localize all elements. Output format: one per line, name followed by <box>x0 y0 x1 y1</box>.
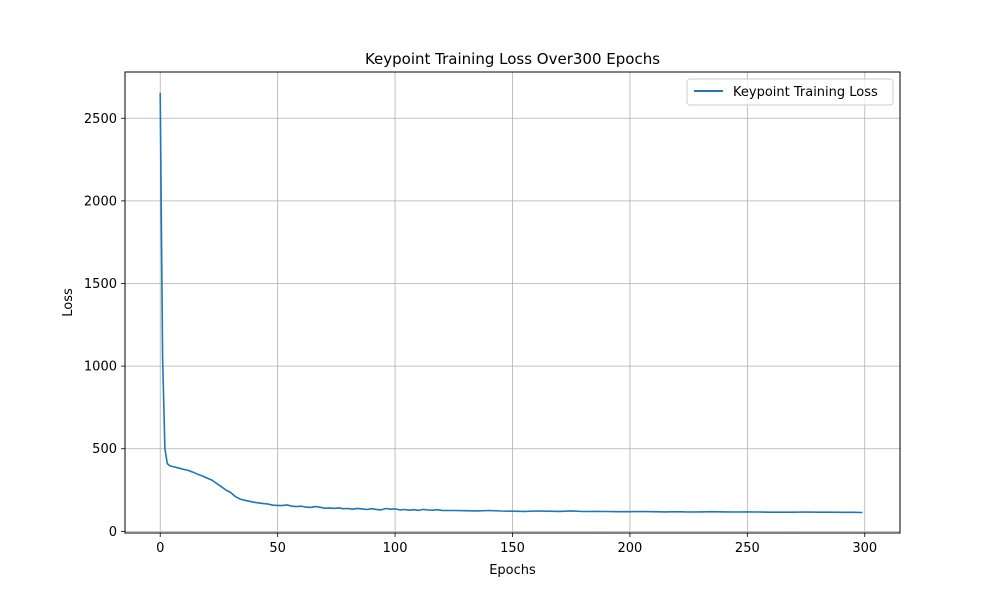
legend-box <box>686 78 894 106</box>
x-tick-label: 100 <box>383 541 408 556</box>
x-tick-label: 300 <box>852 541 877 556</box>
x-tick-label: 0 <box>156 541 164 556</box>
y-tick-label: 0 <box>109 525 117 540</box>
plot-data <box>159 92 863 514</box>
y-tick-label: 500 <box>92 442 117 457</box>
axis-ticks: 0 50 100 150 200 250 300 0 500 1000 1500 2000 2500 <box>84 112 877 556</box>
y-tick-label: 2500 <box>84 112 117 127</box>
x-tick-label: 50 <box>269 541 286 556</box>
chart-title: Keypoint Training Loss Over300 Epochs <box>365 50 660 68</box>
series-line <box>159 92 863 514</box>
y-tick-label: 1500 <box>84 277 117 292</box>
y-axis-title: Loss <box>61 288 76 317</box>
y-tick-label: 1000 <box>84 360 117 375</box>
x-tick-label: 150 <box>500 541 525 556</box>
grid <box>125 72 900 533</box>
y-tick-label: 2000 <box>84 194 117 209</box>
legend-label: Keypoint Training Loss <box>733 85 878 100</box>
x-tick-label: 250 <box>735 541 760 556</box>
legend: Keypoint Training Loss <box>686 78 894 106</box>
x-axis-title: Epochs <box>489 563 536 578</box>
x-tick-label: 200 <box>618 541 643 556</box>
